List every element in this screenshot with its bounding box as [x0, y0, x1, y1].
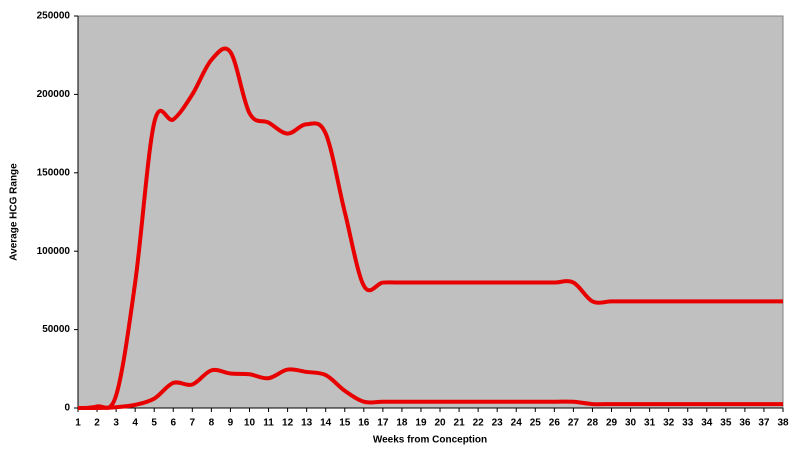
x-tick-label: 16: [358, 418, 370, 429]
x-axis-title: Weeks from Conception: [373, 435, 487, 446]
y-tick-label: 50000: [42, 324, 70, 335]
x-tick-label: 38: [777, 418, 789, 429]
plot-area: [77, 15, 784, 409]
x-tick-label: 23: [492, 418, 504, 429]
x-tick-label: 33: [682, 418, 694, 429]
x-tick-label: 29: [606, 418, 618, 429]
x-tick-label: 5: [151, 418, 157, 429]
x-tick-label: 27: [568, 418, 580, 429]
x-tick-label: 8: [209, 418, 215, 429]
x-tick-label: 22: [473, 418, 485, 429]
x-tick-label: 21: [454, 418, 466, 429]
x-tick-label: 19: [415, 418, 427, 429]
x-tick-label: 2: [94, 418, 100, 429]
line-series: [77, 46, 783, 410]
x-tick-label: 20: [434, 418, 446, 429]
y-tick-label: 250000: [37, 11, 71, 22]
x-tick-label: 4: [132, 418, 138, 429]
x-tick-label: 35: [720, 418, 732, 429]
x-tick-label: 12: [282, 418, 294, 429]
x-tick-label: 14: [320, 418, 332, 429]
y-tick-label: 200000: [37, 89, 71, 100]
x-tick-label: 34: [701, 418, 713, 429]
x-tick-label: 6: [170, 418, 176, 429]
x-tick-label: 30: [625, 418, 637, 429]
x-tick-label: 17: [377, 418, 389, 429]
x-tick-label: 9: [228, 418, 234, 429]
y-tick-label: 100000: [37, 246, 71, 257]
x-tick-label: 37: [758, 418, 770, 429]
y-tick-label: 0: [64, 403, 70, 414]
x-tick-label: 18: [396, 418, 408, 429]
x-tick-label: 15: [339, 418, 351, 429]
x-tick-label: 1: [75, 418, 81, 429]
x-tick-label: 11: [263, 418, 274, 429]
x-tick-label: 24: [511, 418, 523, 429]
x-tick-label: 28: [587, 418, 599, 429]
y-axis-title: Average HCG Range: [9, 163, 20, 261]
x-tick-label: 13: [301, 418, 313, 429]
y-tick-label: 150000: [37, 167, 71, 178]
line-series: [77, 367, 783, 411]
x-tick-label: 31: [644, 418, 656, 429]
x-tick-label: 7: [190, 418, 196, 429]
x-tick-label: 26: [549, 418, 561, 429]
x-tick-label: 25: [530, 418, 542, 429]
x-tick-label: 36: [739, 418, 751, 429]
x-tick-label: 3: [113, 418, 119, 429]
x-tick-label: 10: [244, 418, 256, 429]
x-tick-label: 32: [663, 418, 675, 429]
